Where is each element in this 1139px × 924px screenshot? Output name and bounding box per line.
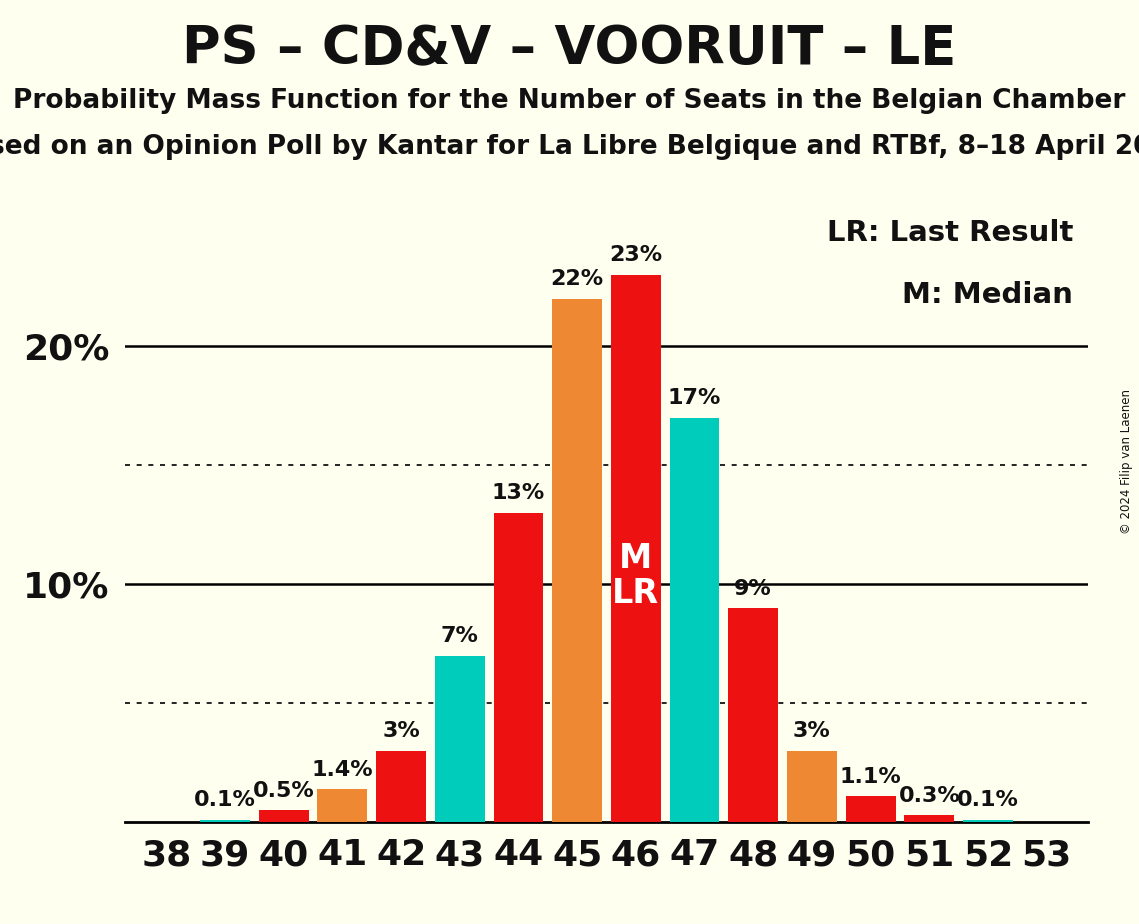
Text: 3%: 3% (793, 722, 830, 741)
Bar (728, 608, 778, 822)
Text: 1.1%: 1.1% (839, 767, 901, 786)
Text: M
LR: M LR (613, 541, 659, 610)
Text: 0.1%: 0.1% (957, 790, 1019, 810)
Text: 0.3%: 0.3% (899, 785, 960, 806)
Text: 1.4%: 1.4% (312, 760, 374, 780)
Text: © 2024 Filip van Laenen: © 2024 Filip van Laenen (1121, 390, 1133, 534)
Text: 3%: 3% (383, 722, 420, 741)
Bar (376, 751, 426, 822)
Bar (259, 810, 309, 822)
Text: 7%: 7% (441, 626, 478, 646)
Bar (552, 298, 603, 822)
Bar (787, 751, 837, 822)
Text: 13%: 13% (492, 483, 546, 504)
Bar (964, 820, 1013, 822)
Text: PS – CD&V – VOORUIT – LE: PS – CD&V – VOORUIT – LE (182, 23, 957, 75)
Bar (845, 796, 895, 822)
Text: M: Median: M: Median (902, 281, 1073, 309)
Text: 0.5%: 0.5% (253, 781, 314, 801)
Bar (493, 513, 543, 822)
Text: 17%: 17% (667, 388, 721, 408)
Bar (904, 815, 954, 822)
Bar (670, 418, 720, 822)
Text: 9%: 9% (735, 578, 772, 599)
Bar (611, 274, 661, 822)
Text: 0.1%: 0.1% (194, 790, 256, 810)
Text: Probability Mass Function for the Number of Seats in the Belgian Chamber: Probability Mass Function for the Number… (14, 88, 1125, 114)
Text: LR: Last Result: LR: Last Result (827, 219, 1073, 247)
Text: 22%: 22% (550, 269, 604, 289)
Text: Based on an Opinion Poll by Kantar for La Libre Belgique and RTBf, 8–18 April 20: Based on an Opinion Poll by Kantar for L… (0, 134, 1139, 160)
Bar (318, 789, 368, 822)
Bar (200, 820, 249, 822)
Bar (435, 656, 485, 822)
Text: 23%: 23% (609, 245, 663, 265)
